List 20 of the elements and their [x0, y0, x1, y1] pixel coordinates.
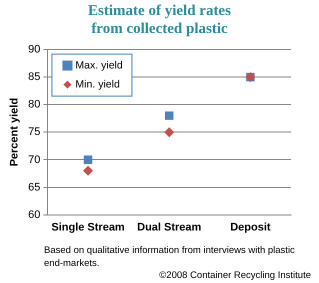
y-axis-title: Percent yield — [8, 98, 21, 166]
y-tick-label: 80 — [28, 98, 40, 111]
x-tick-label: Deposit — [230, 221, 271, 234]
y-tick-label: 65 — [28, 181, 40, 194]
point — [164, 111, 174, 120]
y-tick-label: 70 — [28, 154, 40, 166]
text: ©2008 Container Recycling Institute — [159, 270, 311, 281]
point — [164, 127, 174, 138]
x-tick-label: Dual Stream — [137, 221, 202, 234]
y-tick-label: 85 — [28, 71, 40, 84]
legend-label: Min. yield — [75, 78, 120, 90]
point — [84, 155, 92, 164]
x-tick-label: Single Stream — [51, 221, 125, 234]
point — [83, 166, 94, 176]
chart-title: Estimate of yield rates from collected plastic — [87, 2, 232, 38]
text: Based on qualitative information from interviews with plastic end-markets. — [44, 244, 296, 270]
legend-label: Max. yield — [75, 59, 123, 72]
y-tick-label: 75 — [28, 126, 40, 138]
y-tick-label: 90 — [28, 44, 40, 56]
y-tick-label: 60 — [28, 208, 40, 221]
